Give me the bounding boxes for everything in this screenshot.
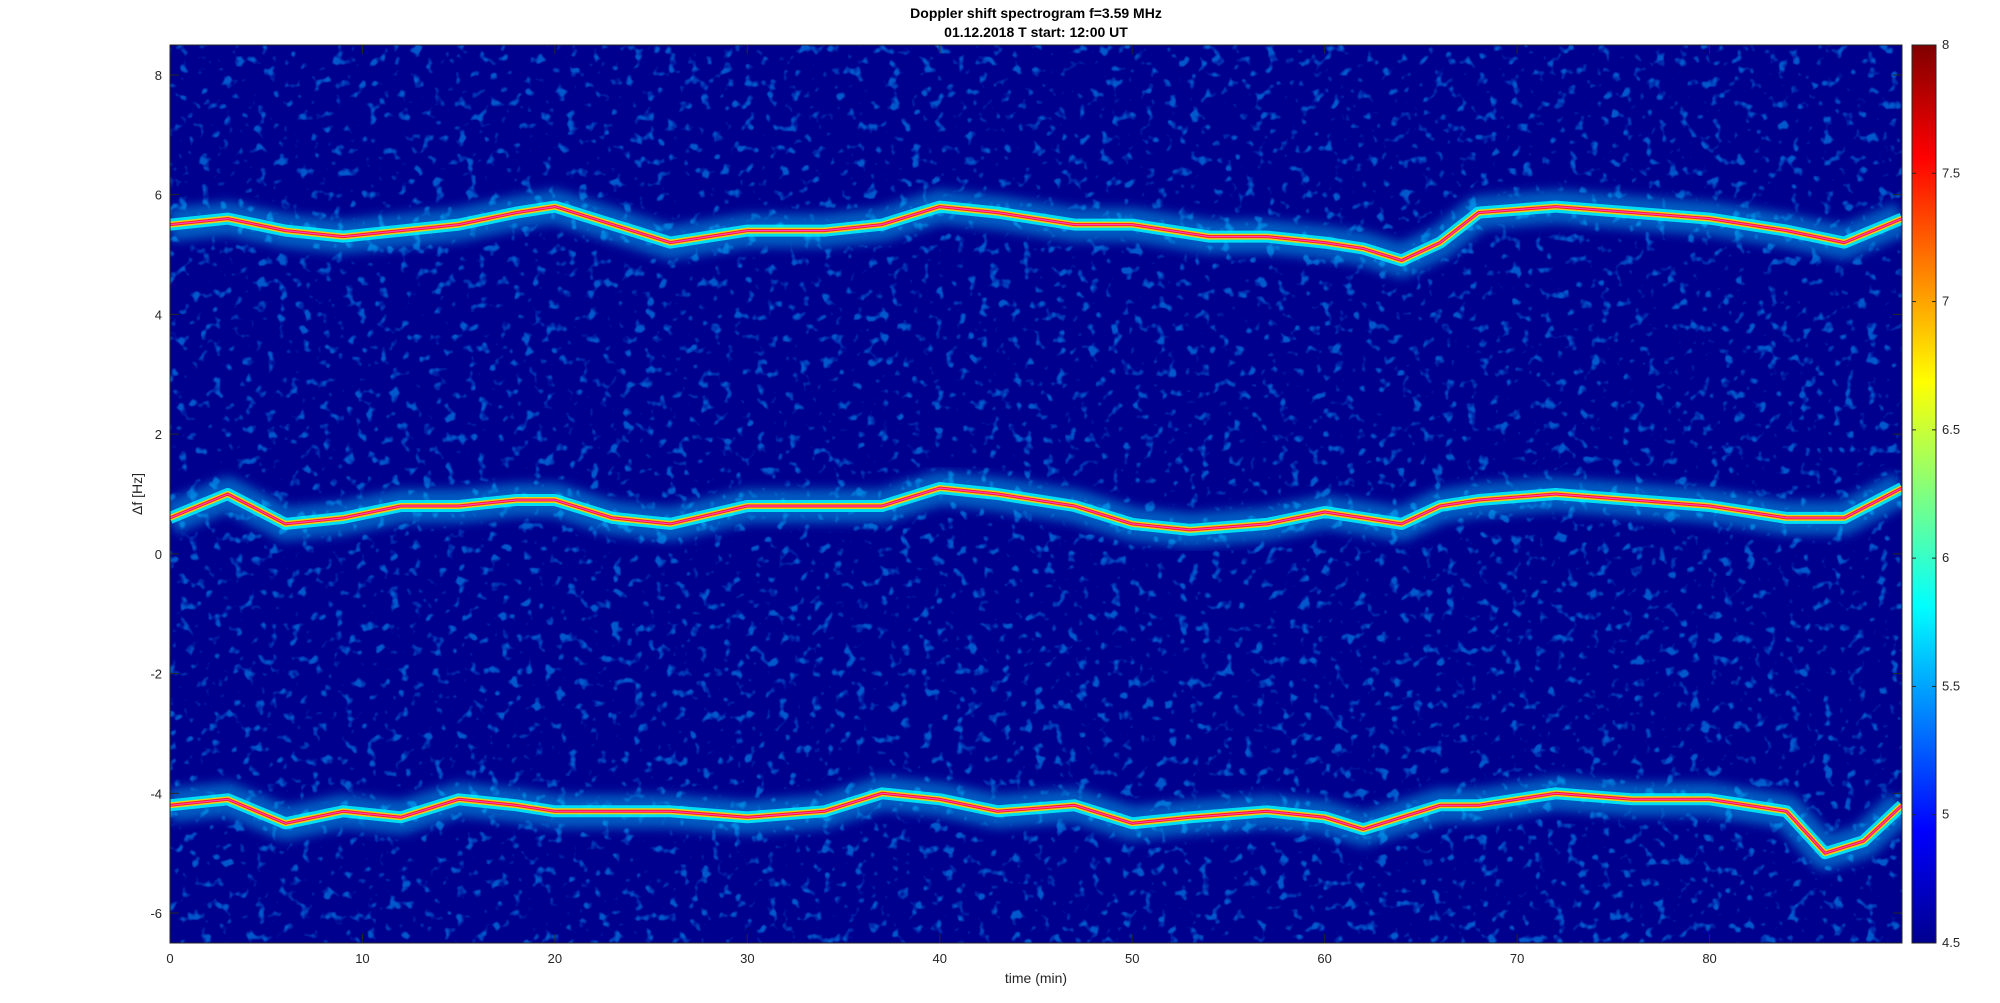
plot-area <box>169 44 1903 944</box>
x-tick-label: 80 <box>1702 951 1716 966</box>
colorbar-tick-label: 8 <box>1942 37 1949 52</box>
y-tick-label: -4 <box>150 786 162 801</box>
y-axis-label: Δf [Hz] <box>129 473 145 515</box>
x-axis-ticks: 0 10 20 30 40 50 60 70 80 <box>166 45 1717 966</box>
doppler-traces <box>170 189 1902 871</box>
colorbar-tick-label: 4.5 <box>1942 935 1960 950</box>
x-axis-label: time (min) <box>1005 970 1067 986</box>
trace-line-3 <box>170 792 1902 854</box>
x-tick-label: 30 <box>740 951 754 966</box>
colorbar-tick-label: 6.5 <box>1942 422 1960 437</box>
colorbar-gradient <box>1911 44 1937 944</box>
x-tick-label: 60 <box>1317 951 1331 966</box>
y-tick-label: 6 <box>155 188 162 203</box>
chart-subtitle: 01.12.2018 T start: 12:00 UT <box>944 24 1128 40</box>
y-tick-label: 2 <box>155 427 162 442</box>
plot-frame <box>169 44 1903 944</box>
colorbar-tick-label: 5 <box>1942 807 1949 822</box>
trace-line-2 <box>170 487 1902 531</box>
colorbar-tick-label: 5.5 <box>1942 678 1960 693</box>
x-tick-label: 0 <box>166 951 173 966</box>
y-tick-label: 0 <box>155 547 162 562</box>
x-tick-label: 40 <box>933 951 947 966</box>
x-tick-label: 10 <box>355 951 369 966</box>
x-tick-label: 20 <box>548 951 562 966</box>
x-tick-label: 70 <box>1510 951 1524 966</box>
y-tick-label: -6 <box>150 906 162 921</box>
colorbar: 4.5 5 5.5 6 6.5 7 7.5 8 <box>1911 37 1960 950</box>
trace-line-1 <box>170 206 1902 262</box>
chart-title: Doppler shift spectrogram f=3.59 MHz <box>910 5 1162 21</box>
colorbar-tick-label: 6 <box>1942 550 1949 565</box>
colorbar-tick-label: 7 <box>1942 294 1949 309</box>
colorbar-ticks: 4.5 5 5.5 6 6.5 7 7.5 8 <box>1912 37 1960 950</box>
colorbar-tick-label: 7.5 <box>1942 165 1960 180</box>
y-tick-label: -2 <box>150 667 162 682</box>
y-tick-label: 4 <box>155 307 162 322</box>
y-axis-ticks: -6 -4 -2 0 2 4 6 8 <box>150 68 1902 921</box>
x-tick-label: 50 <box>1125 951 1139 966</box>
y-tick-label: 8 <box>155 68 162 83</box>
